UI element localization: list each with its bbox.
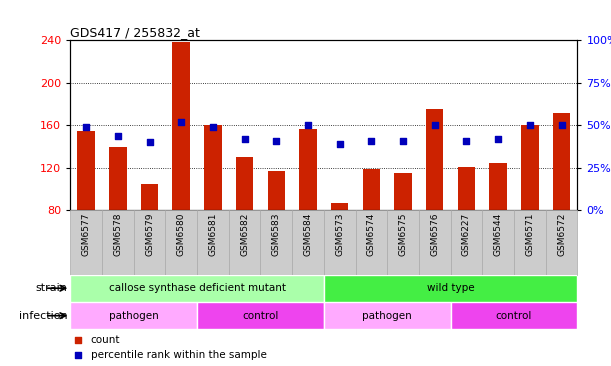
Text: percentile rank within the sample: percentile rank within the sample xyxy=(90,351,266,361)
Point xyxy=(73,352,82,358)
Bar xyxy=(166,210,197,274)
Point xyxy=(461,138,471,143)
Text: wild type: wild type xyxy=(427,283,474,293)
Text: GSM6582: GSM6582 xyxy=(240,212,249,256)
Text: callose synthase deficient mutant: callose synthase deficient mutant xyxy=(109,283,285,293)
Point xyxy=(493,136,503,142)
Bar xyxy=(78,131,95,210)
Bar xyxy=(394,173,412,210)
Bar xyxy=(268,171,285,210)
Text: GSM6578: GSM6578 xyxy=(113,212,122,256)
Bar xyxy=(141,184,158,210)
Bar xyxy=(482,210,514,274)
Point xyxy=(73,337,82,343)
Bar xyxy=(324,274,577,302)
Text: GSM6571: GSM6571 xyxy=(525,212,535,256)
Point xyxy=(398,138,408,143)
Bar xyxy=(197,210,229,274)
Text: strain: strain xyxy=(35,283,67,293)
Text: GSM6580: GSM6580 xyxy=(177,212,186,256)
Point xyxy=(81,124,91,130)
Bar xyxy=(109,147,126,210)
Bar xyxy=(356,210,387,274)
Text: GSM6577: GSM6577 xyxy=(82,212,90,256)
Point xyxy=(303,122,313,128)
Point xyxy=(240,136,249,142)
Bar xyxy=(299,128,316,210)
Bar xyxy=(363,169,380,210)
Bar xyxy=(451,210,482,274)
Bar xyxy=(134,210,166,274)
Bar xyxy=(521,125,538,210)
Point xyxy=(113,132,123,138)
Bar xyxy=(458,167,475,210)
Point xyxy=(525,122,535,128)
Bar xyxy=(236,157,254,210)
Bar xyxy=(450,302,577,329)
Bar xyxy=(172,42,190,210)
Bar xyxy=(419,210,451,274)
Point xyxy=(208,124,218,130)
Text: GSM6572: GSM6572 xyxy=(557,212,566,256)
Bar xyxy=(70,302,197,329)
Bar xyxy=(292,210,324,274)
Point xyxy=(367,138,376,143)
Bar xyxy=(426,109,444,210)
Text: GSM6584: GSM6584 xyxy=(304,212,312,256)
Text: GSM6573: GSM6573 xyxy=(335,212,344,256)
Text: pathogen: pathogen xyxy=(109,311,158,321)
Bar xyxy=(387,210,419,274)
Text: GSM6574: GSM6574 xyxy=(367,212,376,256)
Bar xyxy=(324,302,450,329)
Text: GSM6576: GSM6576 xyxy=(430,212,439,256)
Bar xyxy=(514,210,546,274)
Text: pathogen: pathogen xyxy=(362,311,412,321)
Bar xyxy=(553,113,570,210)
Bar xyxy=(70,274,324,302)
Point xyxy=(271,138,281,143)
Point xyxy=(145,139,155,145)
Bar xyxy=(260,210,292,274)
Text: GSM6583: GSM6583 xyxy=(272,212,281,256)
Bar xyxy=(229,210,260,274)
Bar xyxy=(70,210,102,274)
Text: infection: infection xyxy=(18,311,67,321)
Text: GSM6575: GSM6575 xyxy=(398,212,408,256)
Text: GSM6544: GSM6544 xyxy=(494,212,503,255)
Text: GSM6581: GSM6581 xyxy=(208,212,218,256)
Point xyxy=(430,122,440,128)
Point xyxy=(557,122,566,128)
Text: count: count xyxy=(90,335,120,345)
Text: GSM6579: GSM6579 xyxy=(145,212,154,256)
Bar xyxy=(204,125,222,210)
Text: control: control xyxy=(496,311,532,321)
Bar xyxy=(197,302,324,329)
Bar xyxy=(546,210,577,274)
Text: control: control xyxy=(242,311,279,321)
Text: GDS417 / 255832_at: GDS417 / 255832_at xyxy=(70,26,200,39)
Text: GSM6227: GSM6227 xyxy=(462,212,471,255)
Bar xyxy=(489,163,507,210)
Point xyxy=(335,141,345,147)
Bar xyxy=(331,203,348,210)
Bar xyxy=(102,210,134,274)
Point xyxy=(177,119,186,125)
Bar xyxy=(324,210,356,274)
